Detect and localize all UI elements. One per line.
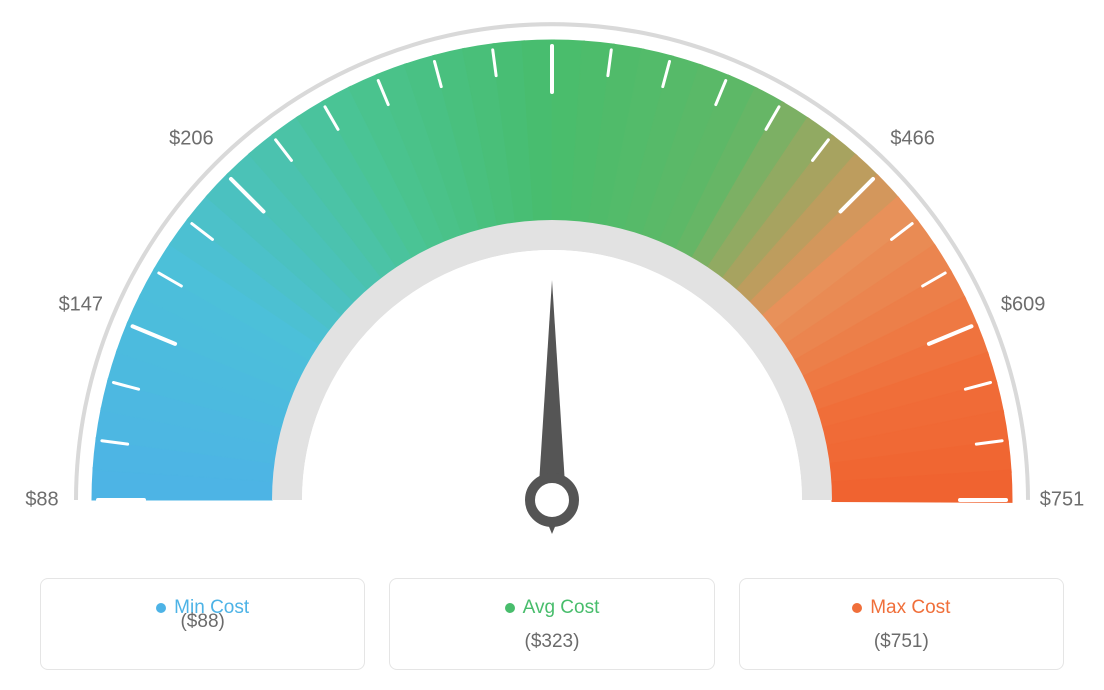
gauge-needle-hub xyxy=(530,478,574,522)
legend-max-value-text: ($751) xyxy=(750,631,1053,653)
gauge-tick-label: $609 xyxy=(1001,293,1046,316)
gauge-tick-label: $206 xyxy=(169,128,214,151)
gauge-svg xyxy=(0,0,1104,560)
legend-avg-dot xyxy=(505,603,515,613)
gauge-tick-label: $323 xyxy=(530,0,575,2)
legend-card-avg: Avg Cost ($323) xyxy=(389,578,714,670)
gauge-tick-label: $88 xyxy=(25,489,58,512)
legend-avg-value-text: ($323) xyxy=(400,631,703,653)
legend-row: Min Cost ($88) Avg Cost ($323) Max Cost … xyxy=(40,578,1064,670)
legend-max-label: Max Cost xyxy=(870,597,950,619)
legend-card-min: Min Cost ($88) xyxy=(40,578,365,670)
legend-min-value-text: ($88) xyxy=(51,611,354,633)
legend-avg-header: Avg Cost xyxy=(400,597,703,619)
legend-max-header: Max Cost xyxy=(750,597,1053,619)
cost-gauge-chart: $88 $147 $206 $323 $466 $609 $751 Min Cost ($8… xyxy=(0,0,1104,690)
gauge-tick-label: $147 xyxy=(59,293,104,316)
legend-card-max: Max Cost ($751) xyxy=(739,578,1064,670)
legend-max-dot xyxy=(852,603,862,613)
gauge-area: $88 $147 $206 $323 $466 $609 $751 xyxy=(0,0,1104,560)
legend-avg-label: Avg Cost xyxy=(523,597,600,619)
gauge-tick-label: $466 xyxy=(890,128,935,151)
gauge-tick-label: $751 xyxy=(1040,489,1085,512)
